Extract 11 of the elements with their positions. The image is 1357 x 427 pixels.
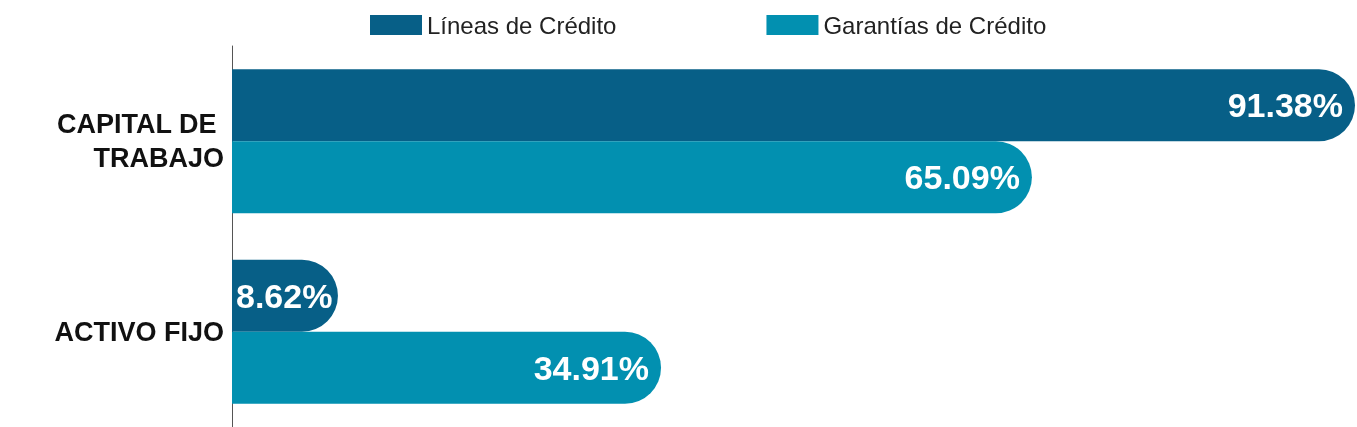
bar [232,141,1032,214]
bar [232,331,662,404]
legend-label: Garantías de Crédito [823,11,1047,39]
bar [232,69,1355,142]
y-tick-label: ACTIVO FIJO [54,316,224,347]
data-label: 91.38% [1227,86,1343,125]
data-label: 65.09% [904,158,1020,197]
legend-label: Líneas de Crédito [427,11,617,39]
data-label: 8.62% [236,276,333,315]
y-tick-label: CAPITAL DE TRABAJO [56,109,224,174]
data-label: 34.91% [533,348,650,387]
